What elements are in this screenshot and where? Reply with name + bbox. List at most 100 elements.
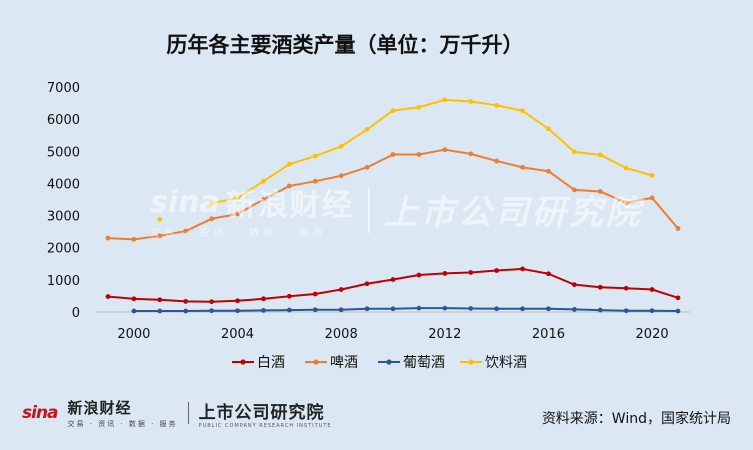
data-point [597, 307, 603, 313]
data-point [494, 306, 500, 312]
brand-sub: 交易 · 资讯 · 数据 · 服务 [67, 420, 178, 428]
data-point [157, 217, 163, 222]
y-tick-label: 6000 [47, 113, 80, 128]
data-point [286, 183, 292, 189]
data-point [261, 296, 266, 302]
sina-logo: sina [22, 403, 59, 423]
data-point [649, 287, 655, 292]
data-point [131, 296, 137, 302]
data-point [442, 271, 448, 276]
data-point [468, 99, 474, 104]
data-point [468, 270, 474, 275]
data-point [649, 195, 655, 201]
data-point [520, 164, 525, 170]
x-tick-label: 2012 [428, 327, 461, 342]
data-point [286, 307, 292, 313]
data-point [571, 187, 577, 193]
institute-name: 上市公司研究院 [198, 402, 325, 423]
data-point [235, 298, 240, 304]
data-point [675, 295, 681, 301]
data-point [364, 306, 370, 312]
data-point [390, 277, 396, 282]
legend-swatch-marker [386, 359, 392, 365]
data-point [364, 164, 370, 170]
data-point [338, 307, 344, 313]
brand-name: 新浪财经 [67, 399, 132, 417]
data-point [468, 306, 474, 311]
data-point [675, 226, 681, 231]
data-point [312, 153, 318, 159]
data-point [494, 268, 500, 273]
legend-label: 啤酒 [330, 355, 358, 371]
data-point [390, 108, 396, 113]
series-line-0 [107, 267, 679, 303]
series-line-3 [211, 98, 653, 205]
brand-divider [187, 402, 189, 424]
footer-brand: sina 新浪财经 交易 · 资讯 · 数据 · 服务 上市公司研究院 PUBL… [22, 398, 332, 429]
data-point [416, 305, 422, 311]
data-point [131, 236, 137, 242]
data-point [286, 293, 292, 299]
data-point [261, 178, 266, 184]
data-point [468, 151, 474, 157]
y-tick-label: 1000 [47, 274, 80, 289]
data-point [105, 294, 111, 299]
data-point [416, 104, 422, 110]
data-point [571, 307, 577, 312]
data-point [442, 97, 448, 103]
source-note: 资料来源：Wind，国家统计局 [541, 411, 731, 427]
data-point [520, 306, 525, 312]
data-point [390, 152, 396, 157]
institute-sub: PUBLIC COMPANY RESEARCH INSTITUTE [198, 422, 332, 429]
legend-label: 葡萄酒 [403, 355, 445, 371]
y-tick-label: 4000 [47, 177, 80, 192]
data-point [105, 235, 111, 241]
data-point [338, 173, 344, 179]
data-point [157, 233, 163, 239]
y-tick-label: 5000 [47, 145, 80, 160]
data-point [520, 108, 525, 114]
data-point [338, 287, 344, 292]
data-point [571, 149, 577, 155]
x-tick-label: 2020 [636, 327, 669, 342]
data-point [209, 216, 215, 222]
data-point [183, 298, 189, 304]
data-point [546, 126, 551, 132]
data-point [571, 282, 577, 288]
y-tick-label: 3000 [47, 210, 80, 225]
data-point [416, 152, 422, 157]
data-point [312, 307, 318, 313]
data-point [338, 144, 344, 149]
data-point [416, 272, 422, 278]
series-line-2 [133, 307, 679, 313]
series-line-1 [107, 148, 679, 241]
data-point [209, 299, 215, 305]
x-tick-label: 2000 [117, 327, 150, 342]
data-point [312, 291, 318, 297]
data-point [494, 102, 500, 108]
data-point [131, 308, 137, 314]
data-point [649, 172, 655, 178]
data-point [546, 271, 551, 277]
chart-title: 历年各主要酒类产量（单位：万千升） [167, 33, 524, 57]
data-point [442, 305, 448, 311]
legend-label: 白酒 [257, 355, 285, 371]
data-point [442, 147, 448, 153]
data-point [390, 306, 396, 312]
data-point [183, 228, 189, 234]
data-point [623, 165, 629, 171]
data-point [235, 195, 240, 201]
legend-swatch-marker [313, 359, 319, 365]
data-point [649, 308, 655, 314]
data-point [183, 308, 189, 314]
x-tick-label: 2004 [221, 327, 254, 342]
y-tick-label: 2000 [47, 242, 80, 257]
data-point [235, 211, 240, 217]
data-point [546, 306, 551, 312]
x-tick-label: 2016 [532, 327, 565, 342]
legend-swatch-marker [240, 359, 246, 365]
data-point [675, 308, 681, 314]
data-point [312, 178, 318, 184]
